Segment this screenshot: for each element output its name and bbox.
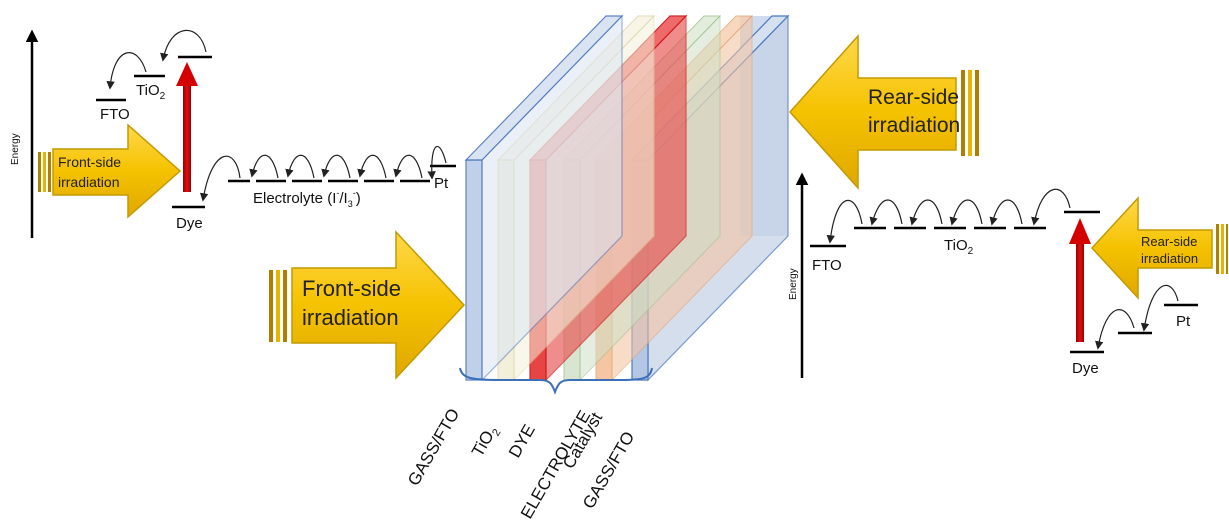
left-pt-label: Pt xyxy=(434,175,449,192)
right-tio2-arc xyxy=(1031,188,1071,226)
stack-label-dye: DYE xyxy=(505,421,539,461)
right-dye-label: Dye xyxy=(1072,360,1099,377)
left-front-irradiation-arrow: Front-side irradiation xyxy=(38,123,182,219)
left-fto-label: FTO xyxy=(100,106,130,123)
left-electrolyte-arc xyxy=(199,155,241,202)
right-tio2-arc xyxy=(949,199,983,226)
right-rear-irradiation-arrow: Rear-side irradiation xyxy=(1090,196,1228,300)
front-irradiation-arrow: Front-side irradiation xyxy=(269,230,466,380)
right-tio2-arc xyxy=(909,199,943,226)
rear-irradiation-arrow: Rear-side irradiation xyxy=(788,34,979,190)
right-arc-mediator-dye xyxy=(1095,309,1135,350)
right-tio2-arc xyxy=(826,199,863,244)
right-fto-label: FTO xyxy=(812,257,842,274)
right-tio2-label: TiO2 xyxy=(944,237,974,257)
stack-label-tio2: TiO2 xyxy=(468,422,503,461)
left-electrolyte-arc xyxy=(249,154,279,179)
left-arrow-line1: Front-side xyxy=(58,154,121,170)
left-dye-label: Dye xyxy=(176,215,203,232)
layer-brace xyxy=(459,367,653,395)
left-electrolyte-arc xyxy=(321,154,351,179)
left-electrolyte-arc xyxy=(357,154,387,179)
rear-arrow-line2: irradiation xyxy=(868,114,960,137)
right-arrow-line1: Rear-side xyxy=(1141,234,1197,249)
left-electrolyte-label: Electrolyte (I-/I3-) xyxy=(253,188,361,209)
right-energy-scheme: Energy FTO TiO2 Dye Pt xyxy=(788,172,1228,378)
center-cell-stack: Front-side irradiation xyxy=(269,14,979,522)
left-arc-dye-tio2 xyxy=(160,29,207,62)
right-arrow-line2: irradiation xyxy=(1141,251,1198,266)
left-energy-scheme: Energy FTO TiO2 Dye Pt Electrolyte (I-/I… xyxy=(10,29,456,238)
layer-gass-fto-front xyxy=(464,14,624,382)
left-arc-tio2-fto xyxy=(106,52,147,90)
stack-label-gass-fto-1: GASS/FTO xyxy=(404,405,463,489)
left-arrow-line2: irradiation xyxy=(58,174,119,190)
left-excitation-arrow xyxy=(176,62,198,192)
right-tio2-arc xyxy=(989,199,1023,226)
right-tio2-arc xyxy=(869,199,903,226)
right-energy-label: Energy xyxy=(788,268,799,300)
front-arrow-line2: irradiation xyxy=(302,305,399,330)
front-arrow-line1: Front-side xyxy=(302,276,401,301)
left-electrolyte-arc xyxy=(393,154,423,179)
right-excitation-arrow xyxy=(1069,218,1091,342)
left-energy-label: Energy xyxy=(10,133,21,165)
left-electrolyte-arc xyxy=(285,154,315,179)
left-tio2-label: TiO2 xyxy=(136,82,166,102)
left-electrolyte-arc xyxy=(427,145,447,180)
right-pt-label: Pt xyxy=(1176,313,1191,330)
rear-arrow-line1: Rear-side xyxy=(868,86,959,109)
right-arc-pt-mediator xyxy=(1140,284,1179,332)
